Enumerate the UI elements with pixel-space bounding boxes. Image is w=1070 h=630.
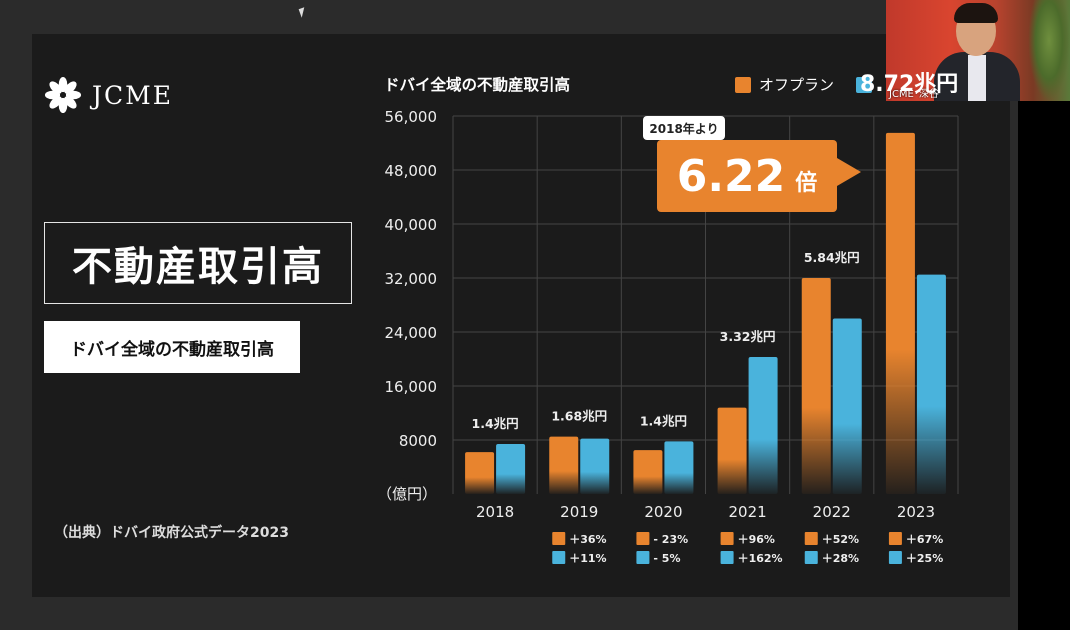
growth-swatch-off-plan xyxy=(888,532,902,545)
logo-text: JCME xyxy=(92,80,173,110)
growth-swatch-off-plan xyxy=(636,532,650,545)
y-tick-label: 56,000 xyxy=(385,108,438,126)
y-axis-unit-label: （億円） xyxy=(377,485,437,503)
growth-label-ready: - 5% xyxy=(653,552,680,565)
bar-off-plan xyxy=(633,450,663,494)
legend-swatch-off-plan xyxy=(735,76,751,93)
growth-swatch-ready xyxy=(552,551,566,564)
webcam-video[interactable]: JCME･深谷 xyxy=(886,0,1070,101)
plant-image xyxy=(1028,0,1070,101)
growth-label-ready: ＋162% xyxy=(738,552,783,565)
x-tick-label: 2021 xyxy=(728,503,766,521)
callout-unit: 倍 xyxy=(795,171,818,196)
growth-swatch-ready xyxy=(804,551,818,564)
flower-logo-icon xyxy=(44,76,82,114)
logo: JCME xyxy=(44,76,173,114)
y-tick-label: 32,000 xyxy=(385,270,438,288)
x-tick-label: 2018 xyxy=(476,503,514,521)
bar-ready xyxy=(580,438,610,494)
bar-off-plan xyxy=(549,436,579,494)
source-note: （出典）ドバイ政府公式データ2023 xyxy=(54,525,289,541)
callout-arrow xyxy=(837,158,861,186)
bar-off-plan xyxy=(885,132,915,494)
legend-label-off-plan: オフプラン xyxy=(759,76,835,94)
legend-item-ready xyxy=(856,76,880,93)
bar-total-label: 1.4兆円 xyxy=(640,413,687,428)
growth-swatch-ready xyxy=(720,551,734,564)
bar-total-label: 1.68兆円 xyxy=(551,409,607,424)
mouse-cursor xyxy=(298,7,308,18)
bar-chart: 56,000 48,000 40,000 32,000 24,000 16,000 8000… xyxy=(377,108,959,565)
growth-label-ready: ＋28% xyxy=(822,552,859,565)
bar-total-label: 3.32兆円 xyxy=(720,329,776,344)
presenter-hair xyxy=(954,3,998,23)
bar-ready xyxy=(664,441,694,494)
y-tick-label: 40,000 xyxy=(385,216,438,234)
bar-ready xyxy=(496,444,526,494)
y-tick-label: 16,000 xyxy=(385,378,438,396)
bar-ready xyxy=(916,274,946,494)
growth-label-off-plan: ＋52% xyxy=(822,533,859,546)
growth-swatch-off-plan xyxy=(552,532,566,545)
growth-swatch-ready xyxy=(888,551,902,564)
bar-ready xyxy=(748,356,778,494)
y-tick-label: 48,000 xyxy=(385,162,438,180)
growth-swatch-off-plan xyxy=(804,532,818,545)
legend-item-off-plan: オフプラン xyxy=(735,74,834,95)
bar-off-plan xyxy=(717,407,747,494)
growth-label-off-plan: ＋67% xyxy=(906,533,943,546)
growth-label-ready: ＋11% xyxy=(569,552,606,565)
legend-swatch-ready xyxy=(856,76,873,93)
growth-label-off-plan: ＋96% xyxy=(738,533,775,546)
growth-label-off-plan: ＋36% xyxy=(569,533,606,546)
chart-legend: オフプラン xyxy=(735,74,902,95)
presenter-shirt xyxy=(968,55,986,101)
slide-title: 不動産取引高 xyxy=(72,243,324,290)
slide-title-box: 不動産取引高 xyxy=(44,222,352,304)
x-tick-label: 2023 xyxy=(897,503,935,521)
growth-swatch-ready xyxy=(636,551,650,564)
growth-label-off-plan: - 23% xyxy=(653,533,688,546)
bar-ready xyxy=(832,318,862,494)
y-tick-label: 8000 xyxy=(399,432,437,450)
presentation-slide: JCME 不動産取引高 ドバイ全域の不動産取引高 （出典）ドバイ政府公式データ2… xyxy=(32,34,1010,597)
chart-title: ドバイ全域の不動産取引高 xyxy=(384,76,571,94)
bar-off-plan xyxy=(801,278,831,494)
webcam-name-label: JCME･深谷 xyxy=(889,89,939,100)
x-tick-label: 2022 xyxy=(813,503,851,521)
y-tick-label: 24,000 xyxy=(385,324,438,342)
x-tick-label: 2020 xyxy=(644,503,682,521)
callout-value: 6.22 xyxy=(676,150,786,202)
bar-total-label: 5.84兆円 xyxy=(804,250,860,265)
screen-edge xyxy=(1018,0,1070,630)
bar-off-plan xyxy=(465,452,495,494)
growth-label-ready: ＋25% xyxy=(906,552,943,565)
growth-swatch-off-plan xyxy=(720,532,734,545)
callout-tag: 2018年より xyxy=(643,116,725,140)
slide-subtitle: ドバイ全域の不動産取引高 xyxy=(44,321,300,373)
bar-total-label: 1.4兆円 xyxy=(472,416,519,431)
total-2023-label: 8.72兆円 xyxy=(860,72,959,97)
x-tick-label: 2019 xyxy=(560,503,598,521)
callout-box: 6.22 倍 xyxy=(657,140,837,212)
